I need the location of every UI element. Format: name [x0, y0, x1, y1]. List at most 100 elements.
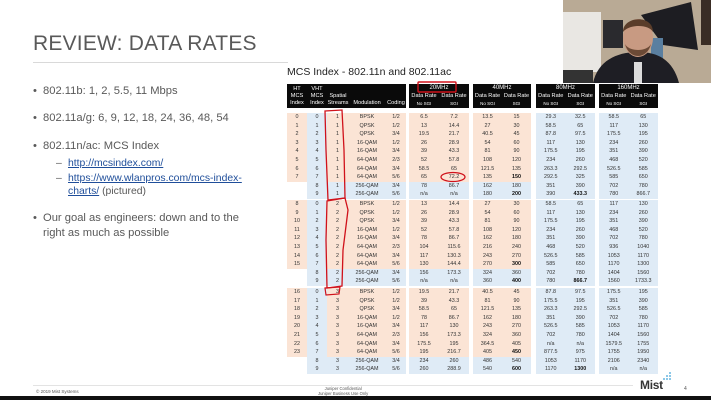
- coding-cell: 5/6: [386, 348, 406, 357]
- 20mhz-sgi-cell: 28.9: [439, 208, 469, 218]
- wlanpros-link[interactable]: https://www.wlanpros.com/mcs-index-: [68, 173, 242, 184]
- 80mhz-nosgi-cell: 780: [536, 277, 566, 286]
- spatial-streams-cell: 2: [327, 243, 348, 252]
- 20mhz-sgi-cell: 260: [439, 356, 469, 366]
- confidential-line: Juniper Confidential: [324, 386, 362, 391]
- vht-index-cell: 9: [307, 190, 327, 199]
- modulation-cell: 16-QAM: [348, 147, 386, 156]
- ht-index-cell: 16: [287, 288, 307, 297]
- coding-cell: 3/4: [386, 251, 406, 261]
- coding-cell: 1/2: [386, 296, 406, 306]
- 160mhz-sgi-cell: 1950: [628, 348, 658, 357]
- wlanpros-link-cont[interactable]: charts/: [68, 186, 100, 197]
- 160mhz-nosgi-cell: 702: [599, 234, 629, 243]
- group-label: 40MHz: [492, 85, 512, 91]
- bullet-text: right as much as possible: [43, 227, 170, 239]
- 40mhz-sgi-cell: 450: [502, 348, 531, 357]
- 80mhz-sgi-cell: 390: [565, 181, 595, 191]
- 40mhz-nosgi-cell: 540: [473, 365, 502, 374]
- header-nosgi: No SGI: [606, 101, 622, 106]
- 80mhz-sgi-cell: 195: [565, 217, 595, 226]
- 160mhz-nosgi-cell: 1579.5: [599, 339, 629, 349]
- 20mhz-sgi-cell: 115.6: [439, 243, 469, 252]
- 40mhz-nosgi-cell: 40.5: [473, 288, 502, 297]
- 20mhz-sgi-cell: 43.3: [439, 296, 469, 306]
- bullet-text: 802.11b: 1, 2, 5.5, 11 Mbps: [43, 85, 178, 97]
- 40mhz-nosgi-cell: 324: [473, 331, 502, 340]
- 20mhz-nosgi-cell: 117: [409, 251, 439, 261]
- 160mhz-sgi-cell: 585: [628, 164, 658, 174]
- modulation-cell: 64-QAM: [348, 331, 386, 340]
- spatial-streams-cell: 1: [327, 173, 348, 182]
- vht-index-cell: 6: [307, 251, 327, 261]
- ht-index-cell: 20: [287, 322, 307, 331]
- coding-cell: 1/2: [386, 121, 406, 131]
- ht-index-cell: 11: [287, 225, 307, 235]
- 80mhz-sgi-cell: 65: [565, 121, 595, 131]
- 20mhz-sgi-cell: 43.3: [439, 147, 469, 156]
- 40mhz-nosgi-cell: 162: [473, 234, 502, 243]
- 80mhz-sgi-cell: 975: [565, 348, 595, 357]
- ht-index-cell: 5: [287, 156, 307, 165]
- vht-index-cell: 7: [307, 260, 327, 269]
- coding-cell: 2/3: [386, 331, 406, 340]
- 80mhz-nosgi-cell: 58.5: [536, 121, 566, 131]
- vht-index-cell: 8: [307, 356, 327, 366]
- 20mhz-nosgi-cell: 39: [409, 296, 439, 306]
- modulation-cell: 16-QAM: [348, 234, 386, 243]
- 20mhz-sgi-cell: 43.3: [439, 217, 469, 226]
- header-data-rate: Data Rate: [411, 93, 437, 99]
- 160mhz-sgi-cell: 780: [628, 234, 658, 243]
- 20mhz-nosgi-cell: 175.5: [409, 339, 439, 349]
- coding-cell: 3/4: [386, 217, 406, 226]
- 160mhz-nosgi-cell: n/a: [599, 365, 629, 374]
- ht-index-cell: 23: [287, 348, 307, 357]
- header-line: MCS: [310, 93, 324, 99]
- vht-index-cell: 2: [307, 130, 327, 139]
- pictured-note: (pictured): [99, 186, 146, 197]
- coding-cell: 1/2: [386, 225, 406, 235]
- 160mhz-sgi-cell: 390: [628, 217, 658, 226]
- 20mhz-nosgi-cell: 65: [409, 173, 439, 182]
- 80mhz-sgi-cell: 97.5: [565, 288, 595, 297]
- header-line: Spatial: [329, 93, 347, 99]
- 40mhz-nosgi-cell: 162: [473, 313, 502, 323]
- 160mhz-nosgi-cell: 117: [599, 121, 629, 131]
- ht-index-cell: [287, 190, 307, 199]
- header-vht: VHT MCS Index: [307, 86, 327, 107]
- vht-index-cell: 4: [307, 234, 327, 243]
- 40mhz-sgi-cell: 90: [502, 217, 531, 226]
- 80mhz-sgi-cell: 390: [565, 313, 595, 323]
- spatial-streams-cell: 3: [327, 288, 348, 297]
- header-ht: HT MCS Index: [287, 86, 307, 107]
- 160mhz-nosgi-cell: 1560: [599, 277, 629, 286]
- 80mhz-nosgi-cell: 87.8: [536, 288, 566, 297]
- coding-cell: 1/2: [386, 313, 406, 323]
- 20mhz-nosgi-cell: 260: [409, 365, 439, 374]
- spatial-streams-cell: 3: [327, 348, 348, 357]
- spatial-streams-cell: 2: [327, 200, 348, 209]
- header-group-20mhz: 20MHz Data Rate No SGI Data Rate SGI: [409, 84, 469, 108]
- spatial-streams-cell: 2: [327, 217, 348, 226]
- ht-index-cell: [287, 357, 307, 366]
- 40mhz-nosgi-cell: 81: [473, 217, 502, 226]
- vht-index-cell: 4: [307, 147, 327, 156]
- modulation-cell: 64-QAM: [348, 243, 386, 252]
- 80mhz-nosgi-cell: 585: [536, 260, 566, 269]
- page-number: 4: [684, 386, 687, 392]
- 80mhz-nosgi-cell: 1170: [536, 365, 566, 374]
- 160mhz-nosgi-cell: 2106: [599, 356, 629, 366]
- 80mhz-sgi-cell: 1170: [565, 356, 595, 366]
- 40mhz-nosgi-cell: 405: [473, 348, 502, 357]
- 40mhz-sgi-cell: 405: [502, 339, 531, 349]
- 40mhz-sgi-cell: 360: [502, 331, 531, 340]
- spatial-streams-cell: 1: [327, 147, 348, 156]
- header-sgi: SGI: [639, 101, 648, 106]
- 20mhz-nosgi-cell: 26: [409, 208, 439, 218]
- mcsindex-link[interactable]: http://mcsindex.com/: [68, 158, 164, 169]
- 80mhz-nosgi-cell: 263.3: [536, 305, 566, 314]
- 40mhz-sgi-cell: 90: [502, 296, 531, 306]
- 80mhz-sgi-cell: 65: [565, 200, 595, 209]
- 40mhz-nosgi-cell: 40.5: [473, 130, 502, 139]
- 80mhz-nosgi-cell: 29.3: [536, 113, 566, 122]
